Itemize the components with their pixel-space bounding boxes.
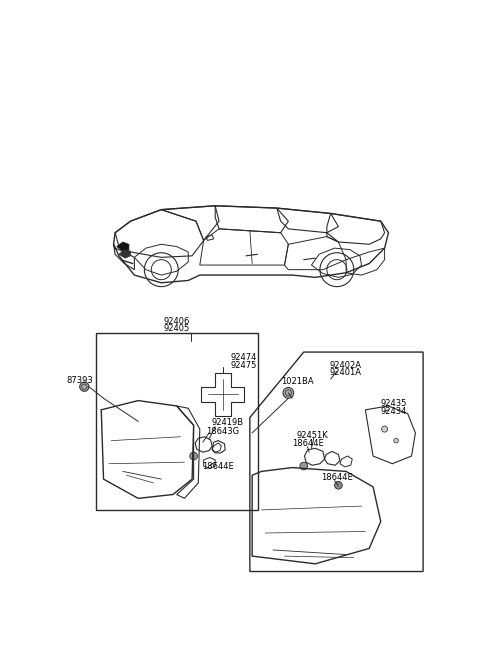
Circle shape — [382, 426, 388, 432]
Text: 92474: 92474 — [230, 353, 257, 362]
Circle shape — [300, 462, 308, 470]
Text: 18644E: 18644E — [292, 440, 324, 448]
Text: 1021BA: 1021BA — [281, 377, 313, 386]
Circle shape — [80, 382, 89, 392]
Text: 92419B: 92419B — [211, 419, 243, 428]
Circle shape — [283, 388, 294, 398]
Text: 92406: 92406 — [164, 317, 190, 326]
Polygon shape — [117, 242, 129, 251]
Text: 87393: 87393 — [67, 376, 93, 385]
Text: 92405: 92405 — [164, 325, 190, 333]
Text: 92434: 92434 — [381, 407, 407, 416]
Circle shape — [394, 438, 398, 443]
Text: 92475: 92475 — [230, 361, 257, 370]
Circle shape — [190, 452, 197, 460]
Text: 92451K: 92451K — [296, 431, 328, 440]
Circle shape — [335, 482, 342, 489]
Text: 18644E: 18644E — [322, 473, 353, 482]
Text: 18644E: 18644E — [202, 462, 234, 471]
Text: 92402A: 92402A — [329, 361, 361, 370]
Text: 18643G: 18643G — [206, 427, 239, 436]
Polygon shape — [119, 250, 131, 258]
Text: 92401A: 92401A — [329, 369, 361, 377]
Text: 92435: 92435 — [381, 399, 407, 408]
